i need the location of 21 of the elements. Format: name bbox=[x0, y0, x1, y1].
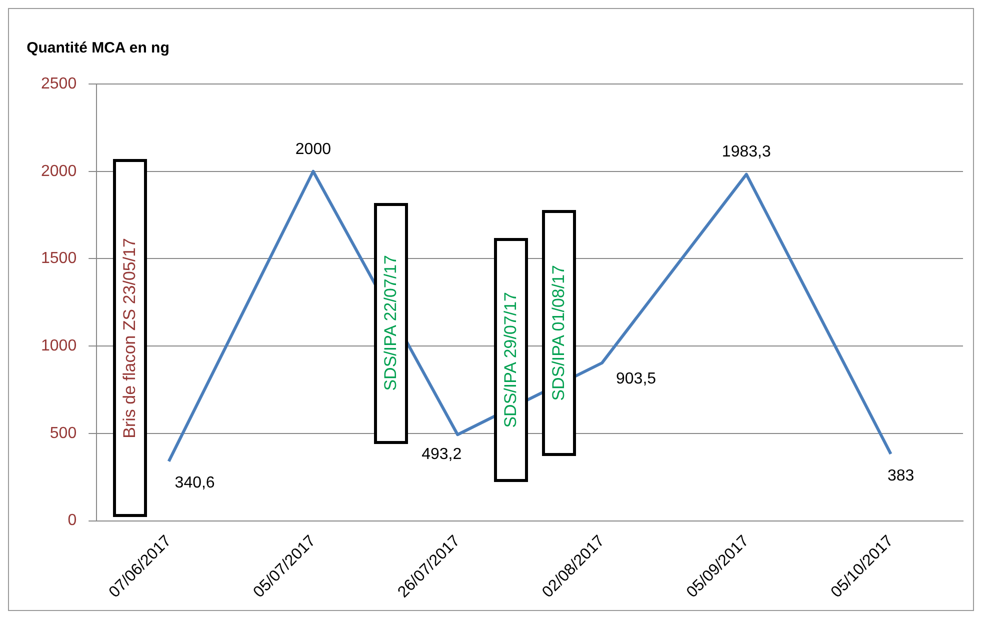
y-tick-label: 500 bbox=[50, 424, 77, 442]
y-tick-label: 0 bbox=[68, 512, 77, 530]
text-box: SDS/IPA 29/07/17 bbox=[494, 238, 528, 482]
text: 903,5 bbox=[616, 370, 656, 388]
text: 340,6 bbox=[174, 474, 215, 492]
y-tick-label: 1500 bbox=[41, 250, 77, 268]
y-axis-title: Quantité MCA en ng bbox=[26, 40, 170, 57]
text-box: SDS/IPA 22/07/17 bbox=[374, 202, 408, 444]
text: 1983,3 bbox=[722, 144, 771, 161]
text: 383 bbox=[887, 467, 914, 484]
text: 493,2 bbox=[422, 446, 462, 464]
text-box: SDS/IPA 01/08/17 bbox=[542, 210, 576, 456]
text-box: Bris de flacon ZS 23/05/17 bbox=[112, 159, 147, 518]
annotation: Bris de flacon ZS 23/05/17 bbox=[120, 238, 140, 438]
annotation: SDS/IPA 29/07/17 bbox=[501, 292, 522, 428]
y-tick-label: 2000 bbox=[41, 162, 77, 180]
annotation: SDS/IPA 01/08/17 bbox=[548, 265, 569, 401]
annotation: SDS/IPA 22/07/17 bbox=[381, 255, 402, 392]
y-tick-label: 1000 bbox=[41, 337, 77, 354]
text: 2000 bbox=[295, 140, 331, 158]
y-tick-label: 2500 bbox=[41, 75, 77, 92]
